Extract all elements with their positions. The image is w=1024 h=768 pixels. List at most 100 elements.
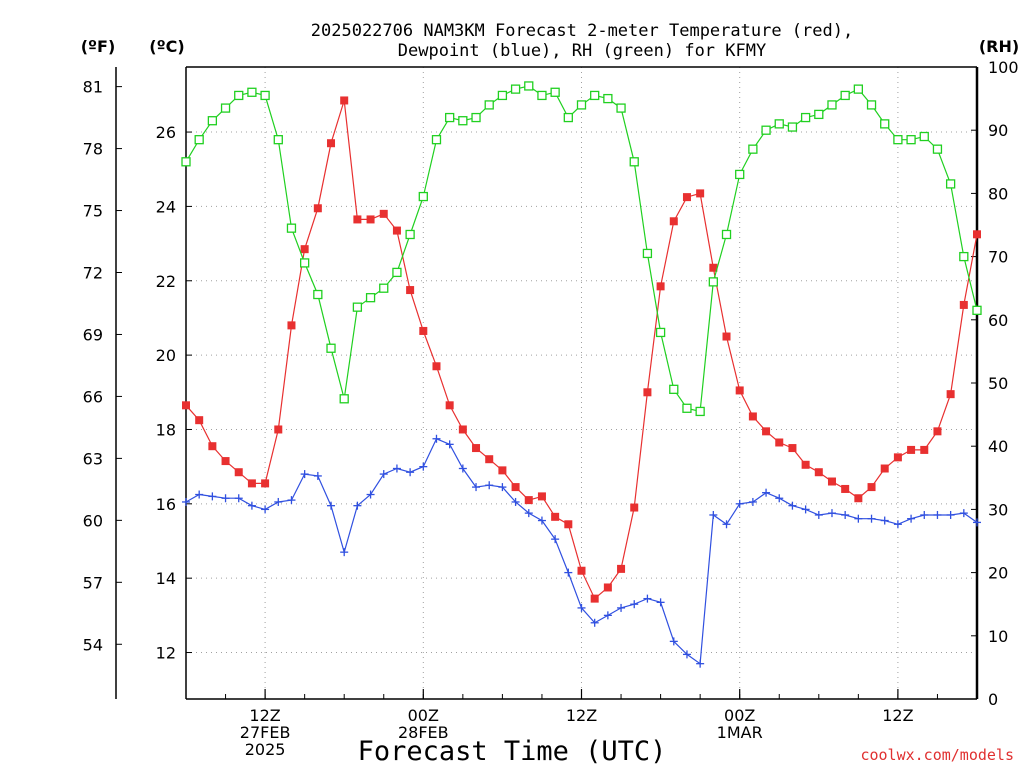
x-axis-label: Forecast Time (UTC): [358, 736, 667, 767]
rh-point: [616, 103, 626, 113]
temperature-point: [287, 321, 296, 330]
rh-tick-label: 100: [988, 58, 1019, 77]
temperature-point: [379, 209, 388, 218]
temperature-point: [419, 326, 428, 335]
celsius-tick-label: 14: [156, 569, 176, 588]
dewpoint-point: [432, 434, 441, 443]
rh-point: [603, 93, 613, 104]
temperature-point: [564, 520, 573, 529]
temperature-point: [472, 444, 481, 453]
temperature-point: [590, 594, 599, 603]
dewpoint-point: [696, 659, 705, 668]
dewpoint-point: [880, 516, 889, 525]
rh-point: [945, 179, 956, 189]
celsius-tick-label: 16: [156, 495, 176, 514]
dewpoint-point: [801, 505, 810, 514]
dewpoint-point: [498, 483, 507, 492]
fahrenheit-tick-label: 60: [83, 511, 103, 530]
rh-tick-label: 10: [988, 627, 1008, 646]
dewpoint-point: [867, 514, 876, 523]
dewpoint-point: [379, 470, 388, 479]
temperature-point: [775, 438, 784, 447]
rh-point: [286, 223, 297, 233]
rh-point: [682, 403, 692, 413]
dewpoint-point: [827, 509, 836, 518]
x-tick-label: 00Z: [724, 706, 755, 725]
rh-point: [721, 229, 732, 240]
celsius-tick-label: 12: [156, 644, 176, 663]
rh-tick-label: 30: [988, 500, 1008, 519]
dewpoint-point: [762, 488, 771, 497]
rh-point: [392, 267, 402, 278]
rh-point: [365, 293, 376, 303]
fahrenheit-tick-label: 57: [83, 573, 103, 592]
dewpoint-point: [669, 637, 678, 646]
rh-tick-label: 50: [988, 374, 1008, 393]
rh-point: [695, 406, 705, 417]
rh-point: [379, 283, 389, 293]
temperature-point: [827, 477, 836, 486]
dewpoint-point: [445, 440, 454, 449]
dewpoint-point: [933, 510, 942, 519]
dewpoint-point: [617, 603, 626, 612]
dewpoint-point: [392, 464, 401, 473]
fahrenheit-tick-label: 81: [83, 78, 103, 97]
celsius-tick-label: 20: [156, 346, 176, 365]
rh-point: [800, 112, 811, 123]
rh-point: [484, 100, 494, 110]
x-tick-label: 00Z: [408, 706, 439, 725]
rh-point: [708, 277, 718, 287]
rh-tick-label: 90: [988, 121, 1008, 140]
dewpoint-point: [893, 520, 902, 529]
rh-tick-label: 80: [988, 184, 1008, 203]
dewpoint-point: [841, 510, 850, 519]
temperature-point: [920, 445, 929, 454]
dewpoint-point: [920, 510, 929, 519]
rh-tick-label: 70: [988, 248, 1008, 267]
rh-point: [853, 84, 863, 94]
rh-unit-label: (RH): [979, 37, 1019, 56]
temperature-point: [893, 453, 902, 462]
fahrenheit-tick-label: 72: [83, 264, 103, 283]
rh-point: [524, 81, 534, 91]
rh-point: [669, 384, 679, 394]
dewpoint-point: [564, 568, 573, 577]
rh-point: [893, 135, 903, 145]
rh-point: [458, 116, 468, 126]
temperature-point: [195, 416, 204, 425]
temperature-point: [682, 193, 691, 202]
dewpoint-point: [485, 481, 494, 490]
dewpoint-point: [406, 468, 415, 477]
dewpoint-point: [814, 510, 823, 519]
dewpoint-point: [603, 611, 612, 620]
dewpoint-point: [656, 598, 665, 607]
dewpoint-point: [419, 462, 428, 471]
dewpoint-point: [907, 514, 916, 523]
temperature-point: [933, 427, 942, 436]
dewpoint-point: [234, 494, 243, 503]
x-tick-label: 27FEB: [240, 723, 291, 742]
dewpoint-point: [195, 490, 204, 499]
rh-tick-label: 20: [988, 564, 1008, 583]
dewpoint-point: [748, 497, 757, 506]
chart-title-line2: Dewpoint (blue), RH (green) for KFMY: [398, 41, 766, 61]
dewpoint-point: [524, 509, 533, 518]
temperature-point: [274, 425, 283, 434]
rh-point: [761, 125, 771, 135]
rh-point: [313, 289, 323, 300]
rh-point: [497, 90, 508, 101]
temperature-point: [182, 401, 190, 410]
dewpoint-point: [643, 594, 652, 603]
celsius-unit-label: (ºC): [149, 37, 184, 56]
dewpoint-point: [221, 494, 230, 503]
temperature-point: [340, 96, 349, 105]
fahrenheit-tick-label: 75: [83, 202, 103, 221]
rh-point: [787, 122, 798, 132]
rh-point: [181, 157, 191, 167]
rh-tick-label: 40: [988, 437, 1008, 456]
temperature-point: [959, 300, 968, 309]
x-tick-label: 12Z: [882, 706, 913, 725]
temperature-point: [788, 444, 797, 453]
rh-point: [840, 90, 850, 101]
dewpoint-point: [274, 497, 283, 506]
